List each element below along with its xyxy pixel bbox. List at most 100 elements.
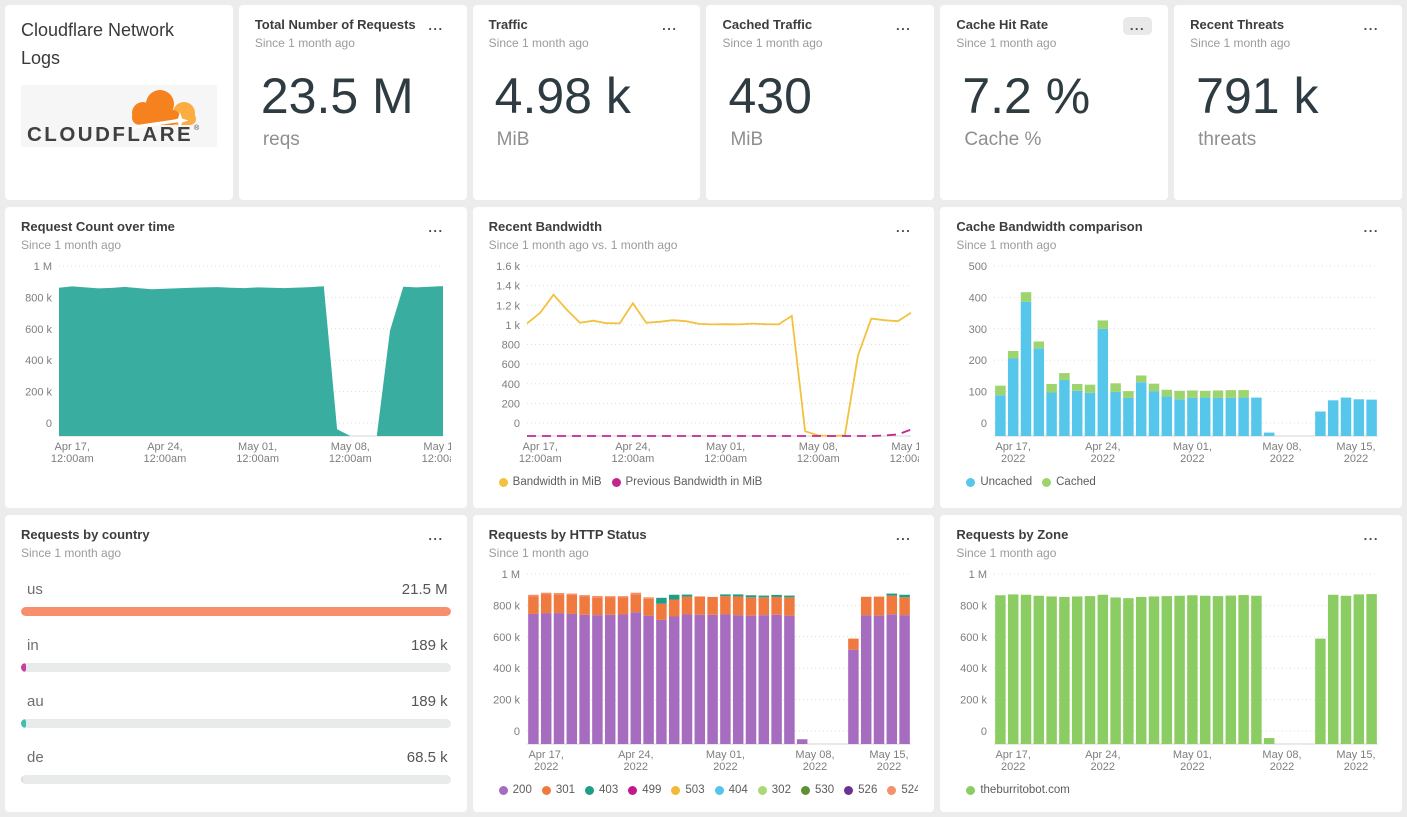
legend-label: theburritobot.com bbox=[980, 784, 1070, 797]
panel-menu-button[interactable]: ... bbox=[662, 18, 678, 33]
stat-row: Cloudflare Network Logs CLOUDFLARE ® bbox=[5, 5, 1402, 200]
logo-sparkle bbox=[171, 111, 189, 129]
country-label: de bbox=[27, 749, 44, 767]
panel-subtitle: Since 1 month ago bbox=[956, 36, 1057, 51]
svg-text:0: 0 bbox=[981, 418, 987, 430]
svg-text:May 15,12:00am: May 15,12:00am bbox=[889, 441, 918, 465]
panel-menu-button[interactable]: ... bbox=[428, 18, 444, 33]
stacked-bar-chart-http-status[interactable]: 1 M 800 k 600 k 400 k 200 k 0 Apr 17, 2022 Apr 2… bbox=[489, 564, 919, 776]
svg-text:1.2 k: 1.2 k bbox=[496, 301, 520, 313]
svg-text:200 k: 200 k bbox=[493, 695, 520, 707]
legend-dot bbox=[498, 785, 508, 795]
panel-menu-button[interactable]: ... bbox=[1363, 528, 1379, 543]
panel-menu-button[interactable]: ... bbox=[895, 18, 912, 33]
svg-text:400 k: 400 k bbox=[960, 663, 987, 675]
panel-title: Recent Bandwidth bbox=[488, 219, 603, 234]
legend-dot bbox=[800, 785, 810, 795]
country-row: in 189 k bbox=[21, 637, 451, 673]
legend-item[interactable]: 524 bbox=[887, 784, 918, 796]
panel-title: Cached Traffic bbox=[722, 17, 813, 32]
legend-item[interactable]: 499 bbox=[628, 784, 661, 796]
panel-title: Cache Hit Rate bbox=[956, 17, 1049, 32]
legend-item[interactable]: 200 bbox=[498, 784, 532, 796]
legend-item[interactable]: Uncached bbox=[966, 476, 1032, 488]
legend-item[interactable]: 530 bbox=[800, 784, 834, 796]
country-value: 21.5 M bbox=[401, 581, 448, 599]
svg-text:1 M: 1 M bbox=[501, 569, 519, 581]
country-value: 189 k bbox=[410, 693, 448, 711]
legend-item[interactable]: 503 bbox=[671, 784, 705, 797]
svg-text:Apr 17,2022: Apr 17, 2022 bbox=[528, 749, 563, 773]
logo-wordmark: CLOUDFLARE bbox=[27, 123, 193, 144]
legend-item[interactable]: 301 bbox=[541, 784, 575, 796]
legend-item[interactable]: Bandwidth in MiB bbox=[498, 476, 602, 489]
svg-text:0: 0 bbox=[981, 726, 987, 738]
panel-title: Requests by Zone bbox=[956, 527, 1069, 542]
stacked-bar-chart-cache-bandwidth[interactable]: 500 400 300 200 100 0 Apr 17, 2022 Apr 24, 2022 Ma… bbox=[956, 256, 1386, 468]
panel-menu-button[interactable]: ... bbox=[895, 528, 912, 543]
svg-text:600 k: 600 k bbox=[960, 632, 987, 644]
svg-text:600: 600 bbox=[501, 359, 519, 371]
legend-item[interactable]: theburritobot.com bbox=[966, 784, 1070, 796]
legend-label: 503 bbox=[685, 784, 705, 797]
svg-text:May 08,12:00am: May 08, 12:00am bbox=[329, 441, 372, 465]
legend-label: Bandwidth in MiB bbox=[512, 476, 602, 489]
stat-value: 4.98 k bbox=[494, 68, 631, 125]
line-chart-recent-bandwidth[interactable]: 1.6 k 1.4 k 1.2 k 1 k 800 600 400 200 0 Apr 17, 12… bbox=[489, 256, 919, 468]
dashboard-title: Cloudflare Network Logs bbox=[21, 20, 175, 68]
stat-unit: MiB bbox=[730, 128, 764, 150]
panel-cache-bandwidth: Cache Bandwidth comparison Since 1 month… bbox=[940, 207, 1402, 508]
svg-text:0: 0 bbox=[514, 726, 520, 738]
country-bar-track bbox=[21, 607, 451, 617]
legend-label: 403 bbox=[599, 784, 619, 797]
country-value: 189 k bbox=[410, 637, 448, 655]
country-label: us bbox=[27, 581, 43, 599]
panel-menu-button[interactable]: ... bbox=[1363, 18, 1379, 33]
svg-text:400 k: 400 k bbox=[493, 663, 520, 675]
stat-unit: threats bbox=[1198, 128, 1257, 150]
svg-text:1 M: 1 M bbox=[34, 261, 52, 273]
panel-subtitle: Since 1 month ago bbox=[956, 546, 1057, 561]
panel-menu-button[interactable]: ... bbox=[1122, 17, 1153, 35]
country-bar-gauges: us 21.5 M in 189 k au 189 k de 68.5 k bbox=[21, 581, 451, 785]
legend-item[interactable]: Cached bbox=[1042, 476, 1096, 488]
stat-unit: MiB bbox=[496, 128, 530, 150]
logo-panel: Cloudflare Network Logs CLOUDFLARE ® bbox=[5, 5, 233, 200]
legend-item[interactable]: 403 bbox=[585, 784, 618, 796]
bar-chart-requests-by-zone[interactable]: 1 M 800 k 600 k 400 k 200 k 0 Apr 17, 2022 Apr 2… bbox=[956, 564, 1386, 776]
panel-menu-button[interactable]: ... bbox=[428, 220, 444, 235]
svg-text:1 M: 1 M bbox=[969, 569, 987, 581]
svg-text:800 k: 800 k bbox=[960, 601, 987, 613]
chart-legend: theburritobot.com bbox=[966, 784, 1386, 796]
legend-item[interactable]: 302 bbox=[757, 784, 791, 796]
legend-dot bbox=[628, 785, 638, 795]
panel-subtitle: Since 1 month ago bbox=[21, 546, 122, 561]
area-chart-request-count[interactable]: 1 M 800 k 600 k 400 k 200 k 0 Apr 17, 12:00am Ap… bbox=[21, 256, 451, 468]
cloudflare-logo: CLOUDFLARE ® bbox=[21, 84, 217, 147]
svg-text:800: 800 bbox=[501, 340, 519, 352]
panel-menu-button[interactable]: ... bbox=[1363, 220, 1379, 235]
svg-text:Apr 24,2022: Apr 24, 2022 bbox=[618, 749, 653, 773]
svg-text:Apr 24,12:00am: Apr 24, 12:00am bbox=[611, 441, 654, 465]
legend-dot bbox=[671, 785, 681, 795]
country-bar-track bbox=[21, 775, 451, 785]
panel-requests-by-http-status: Requests by HTTP Status Since 1 month ag… bbox=[472, 515, 935, 812]
legend-item[interactable]: Previous Bandwidth in MiB bbox=[611, 476, 762, 488]
legend-label: 524 bbox=[901, 784, 919, 797]
svg-text:1.4 k: 1.4 k bbox=[496, 281, 520, 293]
panel-menu-button[interactable]: ... bbox=[895, 220, 912, 235]
stat-panel-total-requests: Total Number of Requests Since 1 month a… bbox=[238, 5, 467, 200]
svg-text:May 15,2022: May 15, 2022 bbox=[1337, 441, 1376, 465]
panel-recent-bandwidth: Recent Bandwidth Since 1 month ago vs. 1… bbox=[472, 207, 935, 508]
legend-label: 526 bbox=[858, 784, 878, 797]
legend-dot bbox=[757, 785, 767, 795]
stat-value: 791 k bbox=[1196, 68, 1319, 125]
legend-item[interactable]: 526 bbox=[844, 784, 877, 796]
legend-dot bbox=[498, 477, 508, 487]
panel-menu-button[interactable]: ... bbox=[428, 528, 444, 543]
panel-title: Requests by HTTP Status bbox=[488, 527, 647, 542]
legend-item[interactable]: 404 bbox=[714, 784, 748, 796]
svg-text:800 k: 800 k bbox=[493, 601, 520, 613]
country-bar-fill bbox=[21, 663, 26, 673]
